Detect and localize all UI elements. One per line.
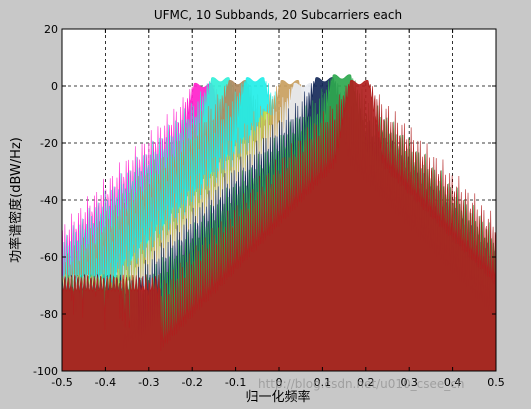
x-tick-label: 0.3 [400, 376, 418, 389]
y-tick-label: -100 [33, 365, 58, 378]
y-tick-label: 0 [51, 80, 58, 93]
x-tick-label: 0.1 [314, 376, 332, 389]
y-tick-label: 20 [44, 23, 58, 36]
ticks [61, 28, 497, 372]
x-tick-label: -0.2 [181, 376, 202, 389]
x-tick-label: -0.5 [51, 376, 72, 389]
y-tick-label: -20 [40, 137, 58, 150]
y-tick-label: -80 [40, 308, 58, 321]
x-tick-label: -0.1 [225, 376, 246, 389]
tick-labels: -0.5 -0.4 -0.3 -0.2 -0.1 0 0.1 0.2 0.3 0.4 0.5 -100… [33, 23, 505, 389]
spectra [61, 74, 497, 372]
x-tick-label: 0.5 [487, 376, 505, 389]
x-tick-label: -0.4 [95, 376, 116, 389]
spectrum-subband-10 [61, 79, 497, 372]
x-tick-label: 0 [276, 376, 283, 389]
chart-title: UFMC, 10 Subbands, 20 Subcarriers each [154, 8, 402, 22]
x-tick-label: -0.3 [138, 376, 159, 389]
y-axis-label: 功率谱密度(dBW/Hz) [8, 137, 24, 263]
watermark: http://blog.csdn.net/u010_csee_cn [258, 377, 464, 391]
y-tick-label: -60 [40, 251, 58, 264]
x-tick-label: 0.2 [357, 376, 375, 389]
y-tick-label: -40 [40, 194, 58, 207]
x-tick-label: 0.4 [444, 376, 462, 389]
x-axis-label: 归一化频率 [245, 389, 310, 405]
